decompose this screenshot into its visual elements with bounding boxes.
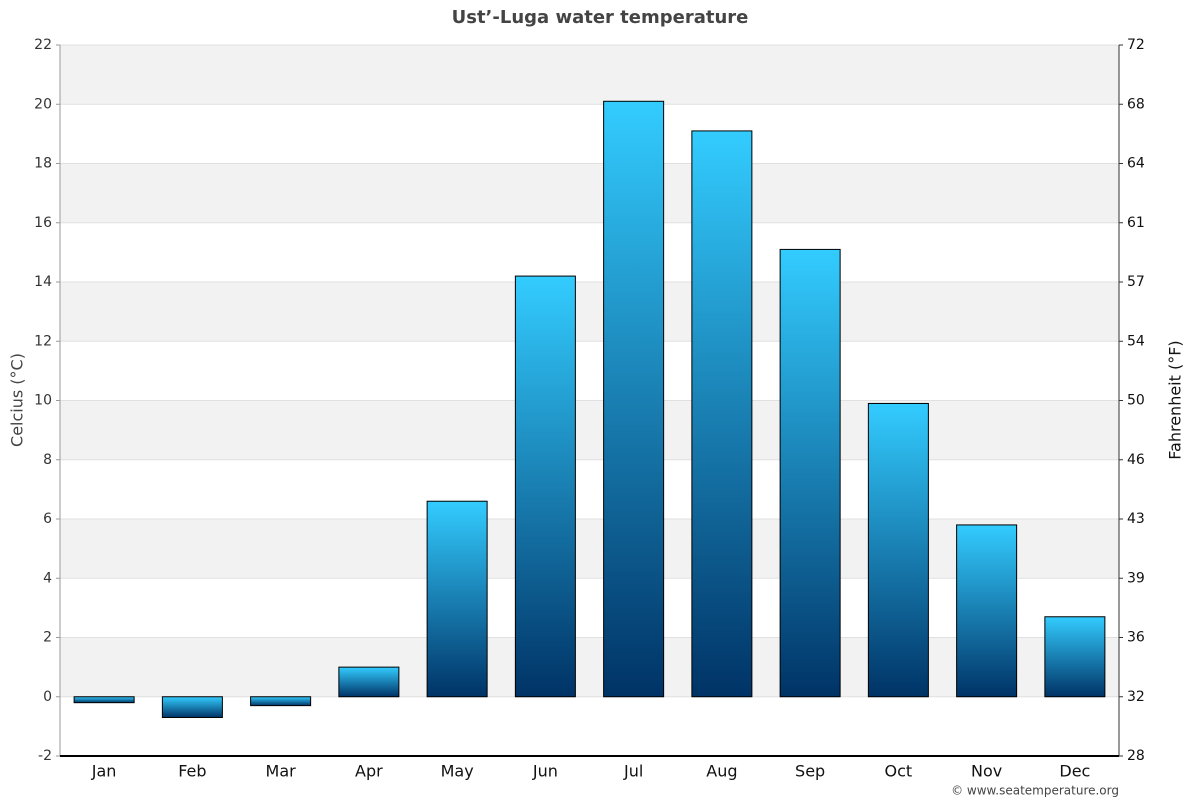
bar xyxy=(426,500,488,698)
bar xyxy=(956,524,1018,698)
y2-tick-label: 54 xyxy=(1127,333,1145,349)
y2-tick-label: 57 xyxy=(1127,274,1145,290)
y2-tick-label: 64 xyxy=(1127,156,1145,172)
grid-band xyxy=(60,45,1119,105)
bar xyxy=(779,248,841,698)
chart-title: Ust’-Luga water temperature xyxy=(452,7,749,28)
x-tick-label: Nov xyxy=(971,762,1002,781)
y2-tick-label: 28 xyxy=(1127,748,1145,764)
x-tick-label: Sep xyxy=(795,762,825,781)
y-tick-label: 6 xyxy=(43,511,52,527)
bar xyxy=(73,696,135,704)
y2-tick-label: 43 xyxy=(1127,511,1145,527)
y-tick-label: 8 xyxy=(43,452,52,468)
y2-tick-label: 50 xyxy=(1127,393,1145,409)
y2-tick-label: 36 xyxy=(1127,630,1145,646)
bar xyxy=(338,666,400,698)
source: © www.seatemperature.org xyxy=(951,784,1119,798)
y-tick-label: 18 xyxy=(34,156,52,172)
grid-band xyxy=(60,400,1119,460)
x-tick-label: Jun xyxy=(532,762,558,781)
y-tick-label: 16 xyxy=(34,215,52,231)
y-tick-label: 12 xyxy=(34,333,52,349)
y2-tick-label: 46 xyxy=(1127,452,1145,468)
y-axis-label: Celcius (°C) xyxy=(8,353,27,447)
x-tick-label: May xyxy=(441,762,474,781)
y2-tick-label: 72 xyxy=(1127,37,1145,53)
y-tick-label: 20 xyxy=(34,96,52,112)
y2-tick-label: 32 xyxy=(1127,689,1145,705)
y-tick-label: 14 xyxy=(34,274,52,290)
y-tick-label: -2 xyxy=(38,748,52,764)
x-tick-label: Oct xyxy=(885,762,913,781)
y-tick-label: 10 xyxy=(34,393,52,409)
y-tick-label: 2 xyxy=(43,630,52,646)
x-tick-label: Apr xyxy=(355,762,383,781)
y2-tick-label: 39 xyxy=(1127,570,1145,586)
x-tick-label: Mar xyxy=(266,762,297,781)
grid-band xyxy=(60,637,1119,697)
y-tick-label: 22 xyxy=(34,37,52,53)
y-tick-label: 4 xyxy=(43,570,52,586)
y2-axis-label: Fahrenheit (°F) xyxy=(1166,340,1185,459)
x-tick-label: Dec xyxy=(1059,762,1090,781)
bar xyxy=(514,275,576,698)
grid-band xyxy=(60,282,1119,342)
y2-tick-label: 61 xyxy=(1127,215,1145,231)
bar xyxy=(867,402,929,698)
bar xyxy=(161,696,223,718)
bar xyxy=(250,696,312,707)
y2-tick-label: 68 xyxy=(1127,96,1145,112)
bar xyxy=(603,100,665,698)
grid-band xyxy=(60,519,1119,579)
x-tick-label: Jul xyxy=(623,762,643,781)
x-tick-label: Jan xyxy=(91,762,117,781)
y-tick-label: 0 xyxy=(43,689,52,705)
bar xyxy=(1044,616,1106,698)
grid-band xyxy=(60,163,1119,223)
x-tick-label: Feb xyxy=(178,762,206,781)
x-tick-label: Aug xyxy=(706,762,737,781)
bar xyxy=(691,130,753,698)
